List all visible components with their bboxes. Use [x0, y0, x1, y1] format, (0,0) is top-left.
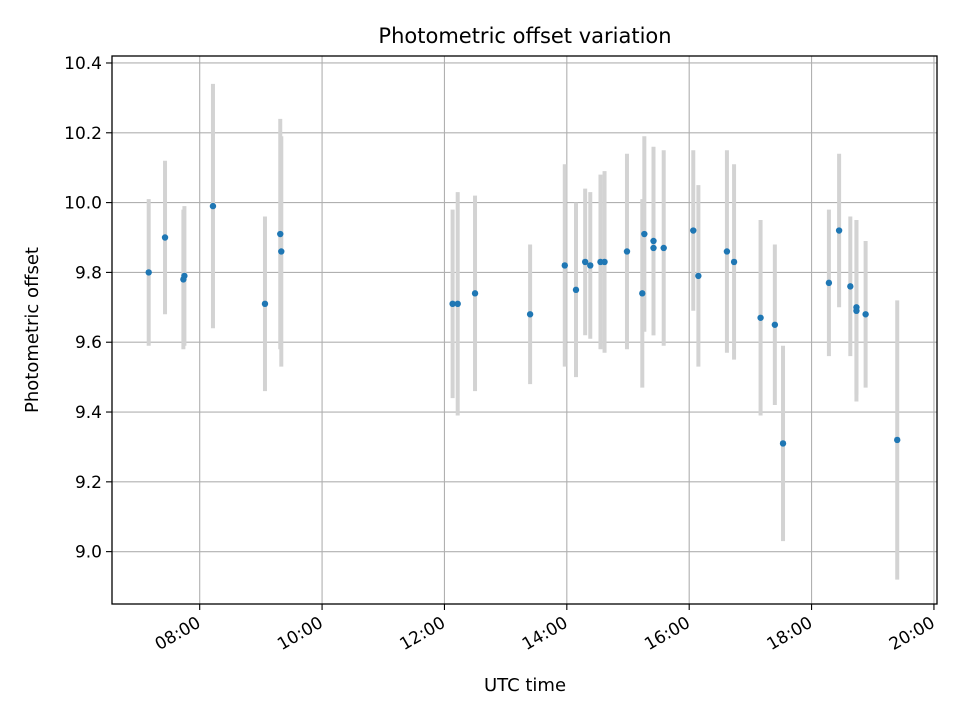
- y-axis-label: Photometric offset: [22, 247, 43, 413]
- data-point: [278, 248, 285, 255]
- data-point: [572, 286, 580, 294]
- data-point: [449, 300, 456, 308]
- data-point: [261, 300, 269, 308]
- data-point: [581, 258, 589, 266]
- data-point: [181, 272, 188, 280]
- grid-lines: [112, 56, 937, 604]
- y-tick-label: 9.0: [75, 543, 102, 563]
- plot-frame: [111, 55, 938, 605]
- data-point: [723, 248, 731, 255]
- data-point: [894, 436, 901, 444]
- data-point: [695, 272, 702, 280]
- chart-title: Photometric offset variation: [378, 24, 671, 48]
- data-point: [650, 244, 657, 252]
- data-point: [825, 279, 833, 287]
- data-point: [587, 262, 594, 269]
- data-point: [145, 269, 152, 276]
- data-point: [601, 258, 608, 266]
- data-point: [730, 258, 738, 266]
- data-point: [853, 307, 860, 315]
- data-point: [641, 230, 648, 238]
- data-point: [771, 321, 779, 328]
- data-point: [835, 227, 843, 234]
- data-point: [561, 262, 568, 269]
- y-tick-label: 10.0: [64, 194, 102, 214]
- data-point: [779, 440, 787, 447]
- data-point: [209, 202, 217, 210]
- data-points: [145, 202, 901, 447]
- data-point: [471, 290, 479, 297]
- data-point: [757, 314, 764, 321]
- x-axis-label: UTC time: [484, 675, 566, 696]
- data-point: [526, 311, 534, 318]
- data-point: [690, 227, 697, 234]
- y-tick-label: 10.2: [64, 124, 102, 144]
- y-tick-label: 9.8: [75, 263, 102, 283]
- data-point: [660, 244, 667, 252]
- data-point: [161, 234, 169, 241]
- y-tick-label: 10.4: [64, 54, 102, 74]
- y-tick-label: 9.6: [75, 333, 102, 353]
- data-point: [454, 300, 461, 308]
- data-point: [847, 283, 854, 290]
- data-point: [862, 311, 869, 318]
- y-tick-label: 9.4: [75, 403, 102, 423]
- data-point: [650, 237, 657, 245]
- data-point: [277, 230, 284, 238]
- y-tick-label: 9.2: [75, 473, 102, 493]
- data-point: [639, 290, 646, 297]
- data-point: [623, 248, 631, 255]
